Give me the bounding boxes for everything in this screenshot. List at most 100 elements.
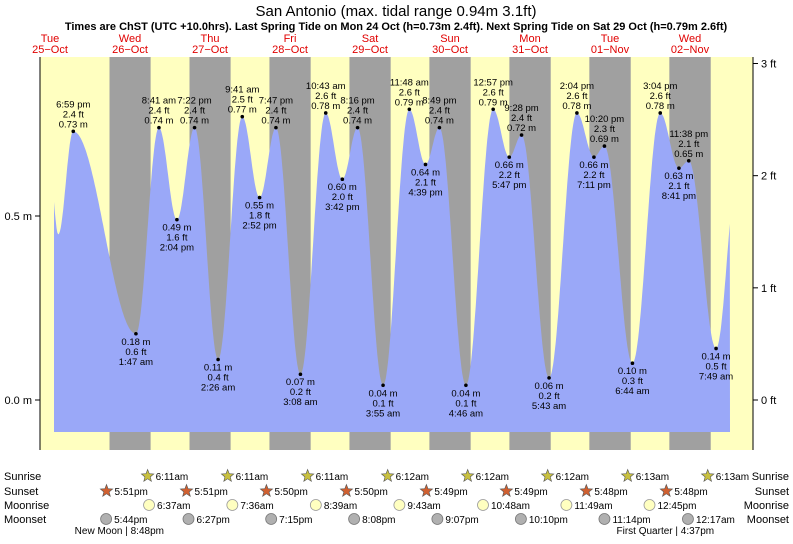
sunrise-star-icon <box>700 468 715 482</box>
tide-time-label: 7:49 am <box>699 371 733 382</box>
moonrise-time-label: 12:45pm <box>658 501 697 512</box>
tide-m-label: 0.74 m <box>180 116 209 127</box>
tide-m-label: 0.55 m <box>245 201 274 212</box>
tide-extreme-point <box>407 107 412 112</box>
tide-m-label: 0.18 m <box>121 337 150 348</box>
sunset-time-label: 5:48pm <box>594 487 627 498</box>
moonrise-time-label: 7:36am <box>240 501 273 512</box>
tide-ft-label: 2.4 ft <box>429 106 450 117</box>
moonset-time-label: 7:15pm <box>279 515 312 526</box>
tide-time-label: 5:43 am <box>532 401 566 412</box>
moonrise-time-label: 8:39am <box>324 501 357 512</box>
chart-subtitle: Times are ChST (UTC +10.0hrs). Last Spri… <box>65 21 728 33</box>
day-date-label: 31−Oct <box>512 44 548 56</box>
tide-extreme-point <box>714 346 718 351</box>
sunset-time-label: 5:49pm <box>434 487 467 498</box>
tide-ft-label: 2.6 ft <box>650 91 671 102</box>
tide-m-label: 0.63 m <box>664 171 693 182</box>
day-date-label: 01−Nov <box>591 44 630 56</box>
tide-m-label: 0.07 m <box>286 377 315 388</box>
moonset-time-label: 12:17am <box>696 515 735 526</box>
moonrise-icon <box>560 499 573 511</box>
tide-extreme-point <box>381 383 385 388</box>
moonset-icon <box>100 513 113 525</box>
tide-extreme-point <box>686 159 691 163</box>
tide-m-label: 0.72 m <box>507 123 536 134</box>
tide-ft-label: 0.1 ft <box>373 398 394 409</box>
tide-time-label: 3:42 pm <box>325 202 359 213</box>
chart-title: San Antonio (max. tidal range 0.94m 3.1f… <box>256 3 537 20</box>
moonrise-icon <box>226 499 239 511</box>
tide-m-label: 0.49 m <box>162 223 191 234</box>
tide-ft-label: 2.1 ft <box>678 139 699 150</box>
moonset-time-label: 10:10pm <box>529 515 568 526</box>
sunrise-time-label: 6:12am <box>476 472 509 483</box>
tide-extreme-point <box>298 372 303 377</box>
sunrise-star-icon <box>300 468 315 482</box>
tide-m-label: 0.65 m <box>674 149 703 160</box>
tide-m-label: 0.60 m <box>328 182 357 193</box>
tide-ft-label: 0.4 ft <box>208 373 229 384</box>
left-axis-tick-label: 0.0 m <box>4 395 32 407</box>
right-axis-tick-label: 3 ft <box>761 59 776 71</box>
sunset-time-label: 5:51pm <box>115 487 148 498</box>
sunrise-row-label-left: Sunrise <box>4 471 41 483</box>
moonset-icon <box>348 513 361 525</box>
moonrise-icon <box>393 499 406 511</box>
tide-ft-label: 0.1 ft <box>455 398 476 409</box>
tide-ft-label: 2.3 ft <box>594 124 615 135</box>
tide-m-label: 0.79 m <box>395 97 424 108</box>
tide-extreme-point <box>658 111 663 115</box>
tide-extreme-point <box>592 155 596 159</box>
tide-m-label: 0.06 m <box>535 381 564 392</box>
tide-extreme-point <box>547 376 551 380</box>
moonset-row-label-right: Moonset <box>747 514 789 526</box>
tide-water-area <box>54 109 730 433</box>
tide-time-label: 7:22 pm <box>177 96 211 107</box>
sunset-star-icon <box>499 483 514 497</box>
day-name-label: Mon <box>519 33 540 45</box>
tide-m-label: 0.04 m <box>369 388 398 399</box>
moonset-row-label-left: Moonset <box>4 514 46 526</box>
tide-extreme-point <box>519 133 524 137</box>
tide-time-label: 9:28 pm <box>504 103 538 114</box>
moonset-icon <box>682 513 694 525</box>
tide-time-label: 1:47 am <box>119 357 153 368</box>
tide-time-label: 2:52 pm <box>242 221 276 232</box>
tide-ft-label: 2.6 ft <box>315 91 336 102</box>
moonrise-icon <box>309 499 322 511</box>
day-name-label: Sat <box>362 33 379 45</box>
tide-time-label: 10:20 pm <box>585 114 625 125</box>
day-date-label: 27−Oct <box>192 44 228 56</box>
moon-phase-label: First Quarter | 4:37pm <box>617 526 715 537</box>
tide-ft-label: 2.4 ft <box>63 109 84 120</box>
tide-m-label: 0.74 m <box>425 116 454 127</box>
tide-time-label: 7:47 pm <box>259 96 293 107</box>
sunrise-star-icon <box>220 468 235 482</box>
sunset-time-label: 5:50pm <box>274 487 307 498</box>
right-axis-tick-label: 0 ft <box>761 395 776 407</box>
right-axis-tick-label: 1 ft <box>761 283 776 295</box>
moonrise-time-label: 9:43am <box>407 501 440 512</box>
tide-ft-label: 0.2 ft <box>290 387 311 398</box>
day-date-label: 02−Nov <box>671 44 710 56</box>
sunrise-star-icon <box>140 468 155 482</box>
tide-time-label: 4:39 pm <box>408 187 442 198</box>
tide-time-label: 12:57 pm <box>473 77 513 88</box>
moonset-icon <box>514 513 527 525</box>
tide-extreme-point <box>134 331 138 336</box>
day-name-label: Wed <box>119 33 141 45</box>
sunset-star-icon <box>179 483 194 497</box>
moonset-icon <box>182 513 195 525</box>
tide-ft-label: 2.6 ft <box>566 91 587 102</box>
tide-time-label: 2:04 pm <box>160 243 194 254</box>
tide-m-label: 0.04 m <box>451 388 480 399</box>
tide-ft-label: 2.1 ft <box>415 177 436 188</box>
tide-m-label: 0.78 m <box>311 101 340 112</box>
tide-extreme-point <box>240 114 245 119</box>
sunrise-star-icon <box>620 468 635 482</box>
tide-m-label: 0.66 m <box>495 160 524 171</box>
tide-time-label: 3:08 am <box>283 397 317 408</box>
moonset-time-label: 11:14pm <box>612 515 650 526</box>
moonset-icon <box>431 513 444 525</box>
